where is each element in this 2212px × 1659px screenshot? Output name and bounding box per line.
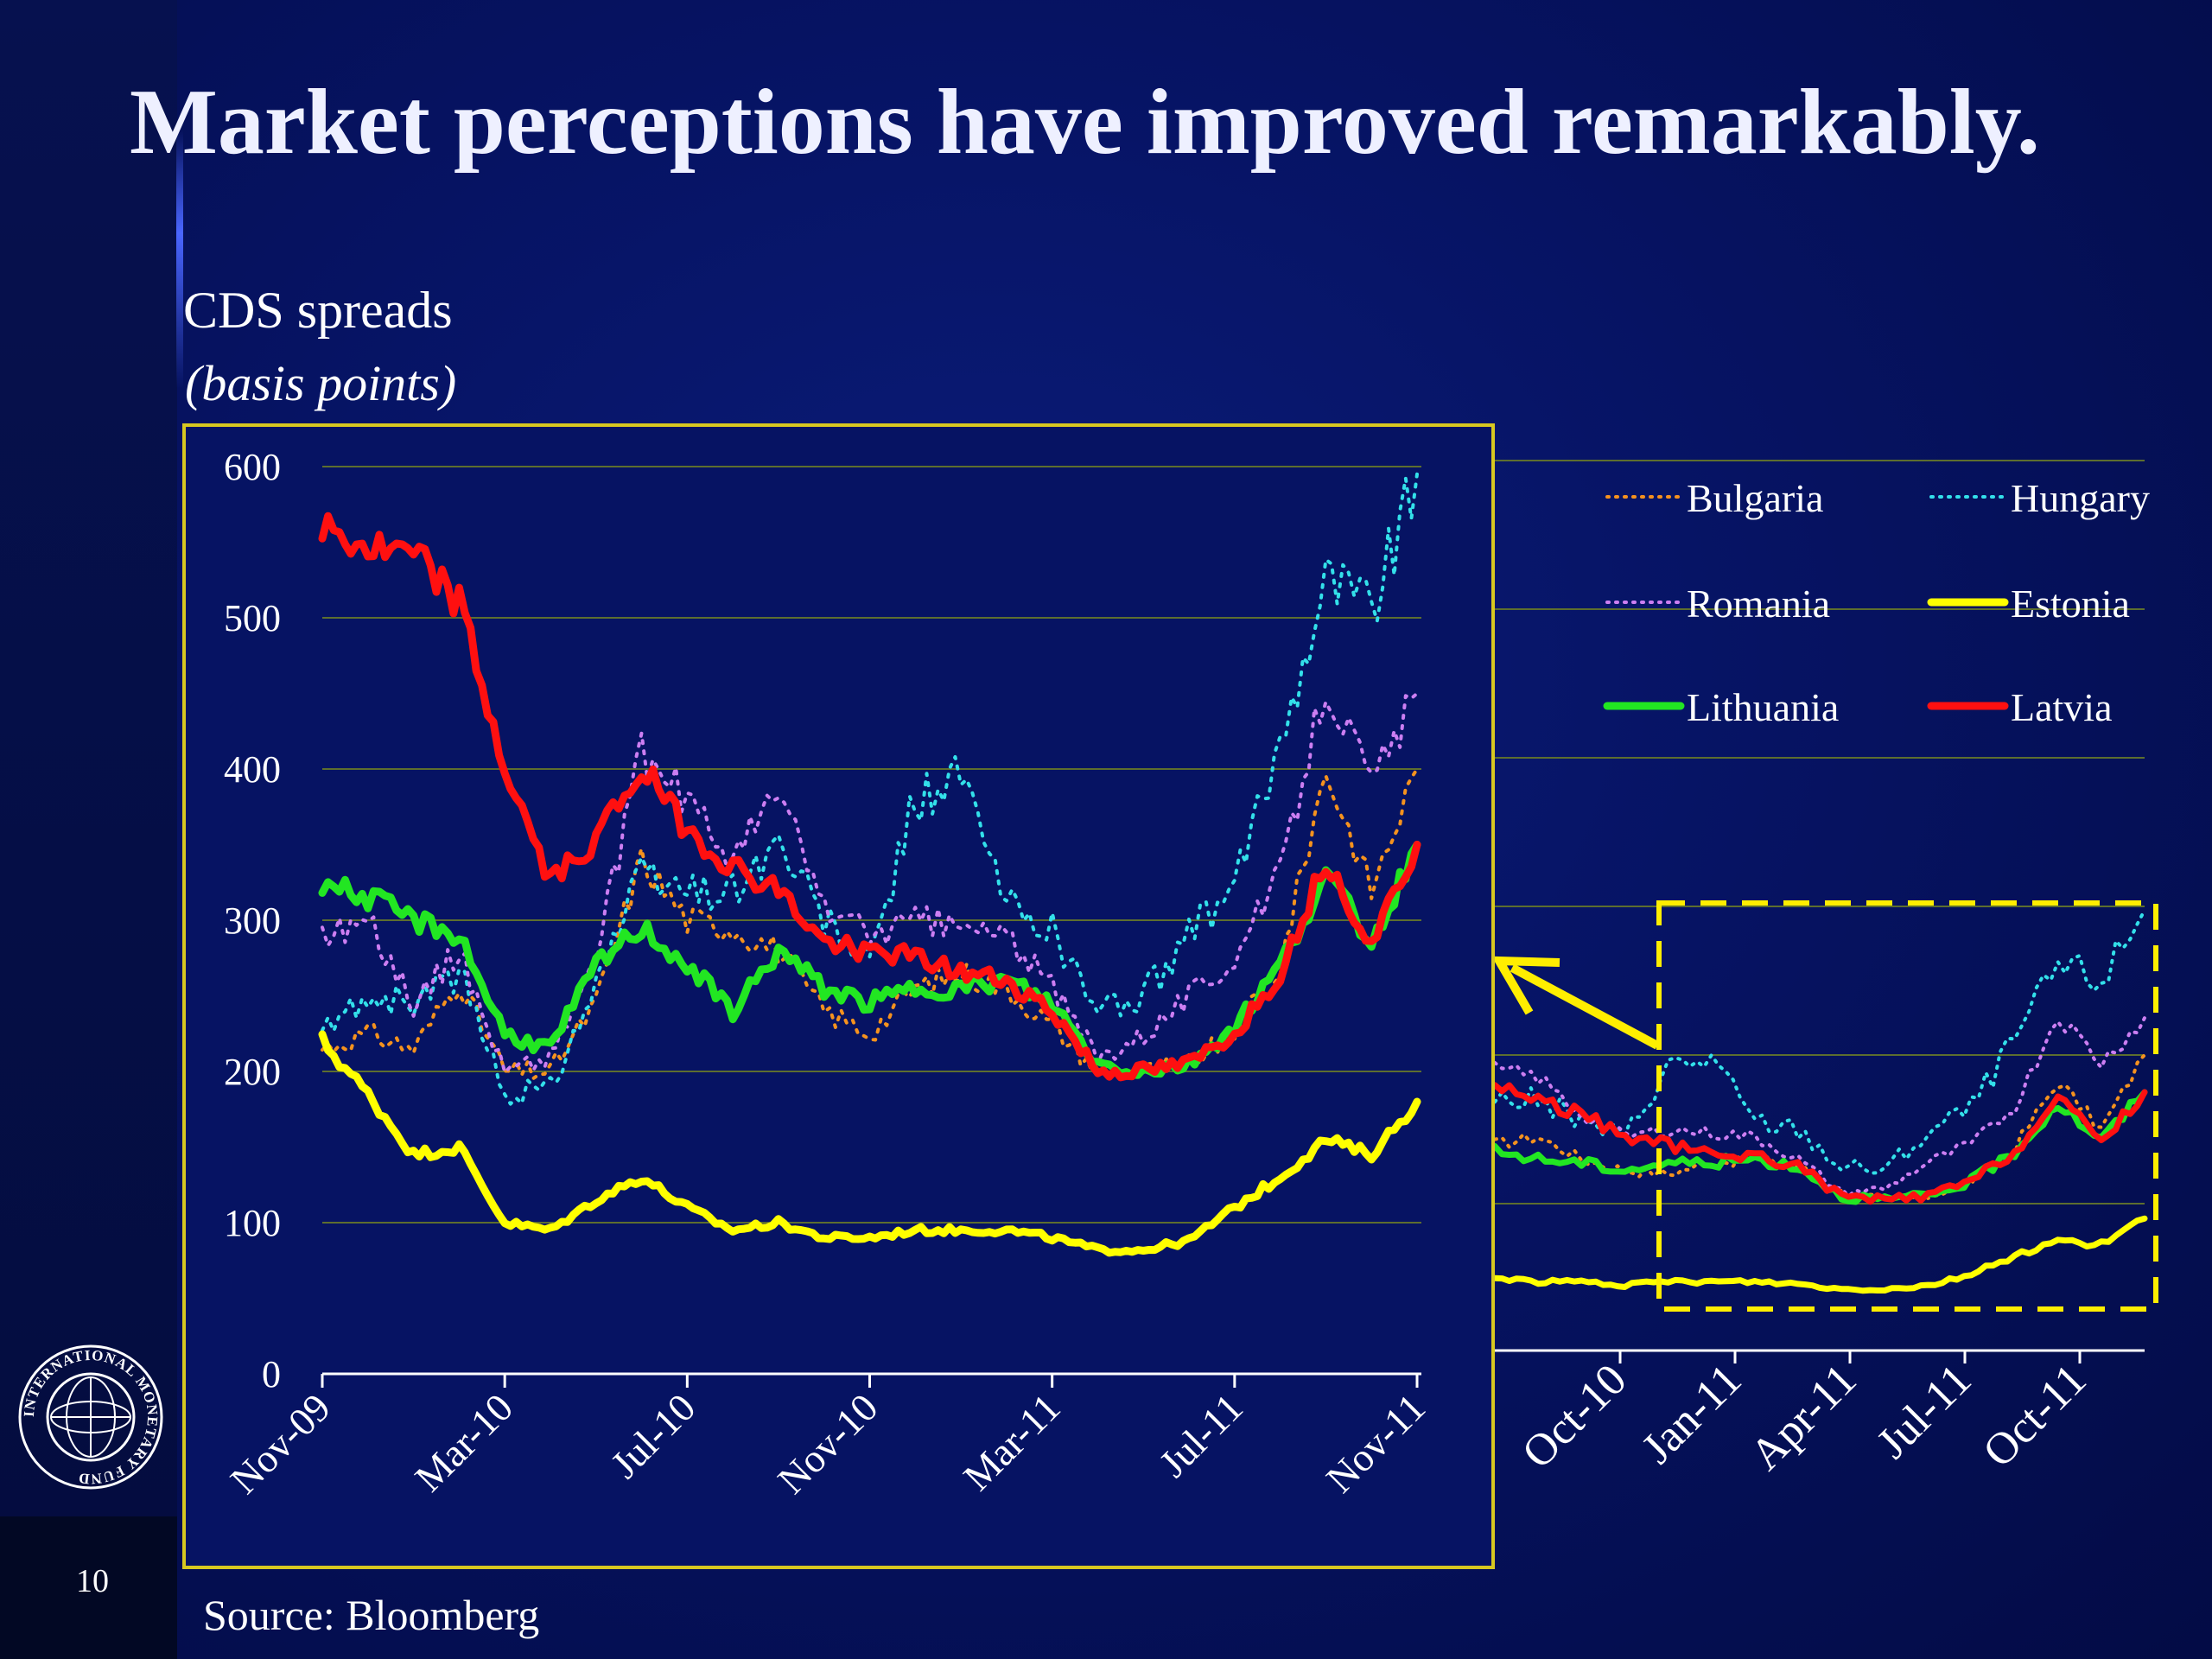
bg-x-tick-label: Jul-11 xyxy=(1868,1355,1981,1468)
page-number: 10 xyxy=(76,1563,109,1599)
chart-title: CDS spreads xyxy=(183,282,453,339)
bg-x-tick-label: Jan-11 xyxy=(1633,1355,1751,1473)
bg-x-tick-label: Oct-10 xyxy=(1513,1355,1636,1478)
chart-subtitle: (basis points) xyxy=(185,355,457,411)
y-tick-label: 0 xyxy=(262,1353,281,1395)
series-line-estonia xyxy=(318,1030,1421,1257)
legend-label-bulgaria: Bulgaria xyxy=(1687,476,1823,520)
y-tick-label: 500 xyxy=(224,597,281,639)
slide-title: Market perceptions have improved remarka… xyxy=(130,71,2040,174)
highlight-arrow-head xyxy=(1491,956,1560,1015)
bg-series-romania xyxy=(1493,1016,2146,1198)
accent-bar xyxy=(176,130,183,389)
imf-seal-icon: INTERNATIONAL MONETARY FUND xyxy=(18,1344,163,1490)
bottom-strip xyxy=(0,1516,177,1659)
source-note: Source: Bloomberg xyxy=(203,1591,540,1639)
bg-series-estonia xyxy=(1491,1215,2148,1294)
bg-x-tick-label: Apr-11 xyxy=(1741,1355,1866,1479)
bg-series-hungary xyxy=(1493,908,2146,1175)
highlight-arrow-shaft xyxy=(1510,963,1660,1050)
legend-label-lithuania: Lithuania xyxy=(1687,685,1839,729)
y-tick-label: 300 xyxy=(224,899,281,942)
legend-label-romania: Romania xyxy=(1687,582,1830,626)
bg-x-tick-label: Oct-11 xyxy=(1974,1355,2095,1477)
legend-label-latvia: Latvia xyxy=(2011,685,2113,729)
legend-label-estonia: Estonia xyxy=(2011,582,2130,626)
y-tick-label: 600 xyxy=(224,446,281,488)
series-line-latvia xyxy=(318,512,1421,1082)
y-tick-label: 100 xyxy=(224,1202,281,1244)
y-tick-label: 400 xyxy=(224,748,281,791)
bg-series-latvia xyxy=(1491,1082,2148,1205)
y-tick-label: 200 xyxy=(224,1051,281,1093)
legend-label-hungary: Hungary xyxy=(2011,476,2150,520)
series-line-hungary xyxy=(321,472,1419,1106)
